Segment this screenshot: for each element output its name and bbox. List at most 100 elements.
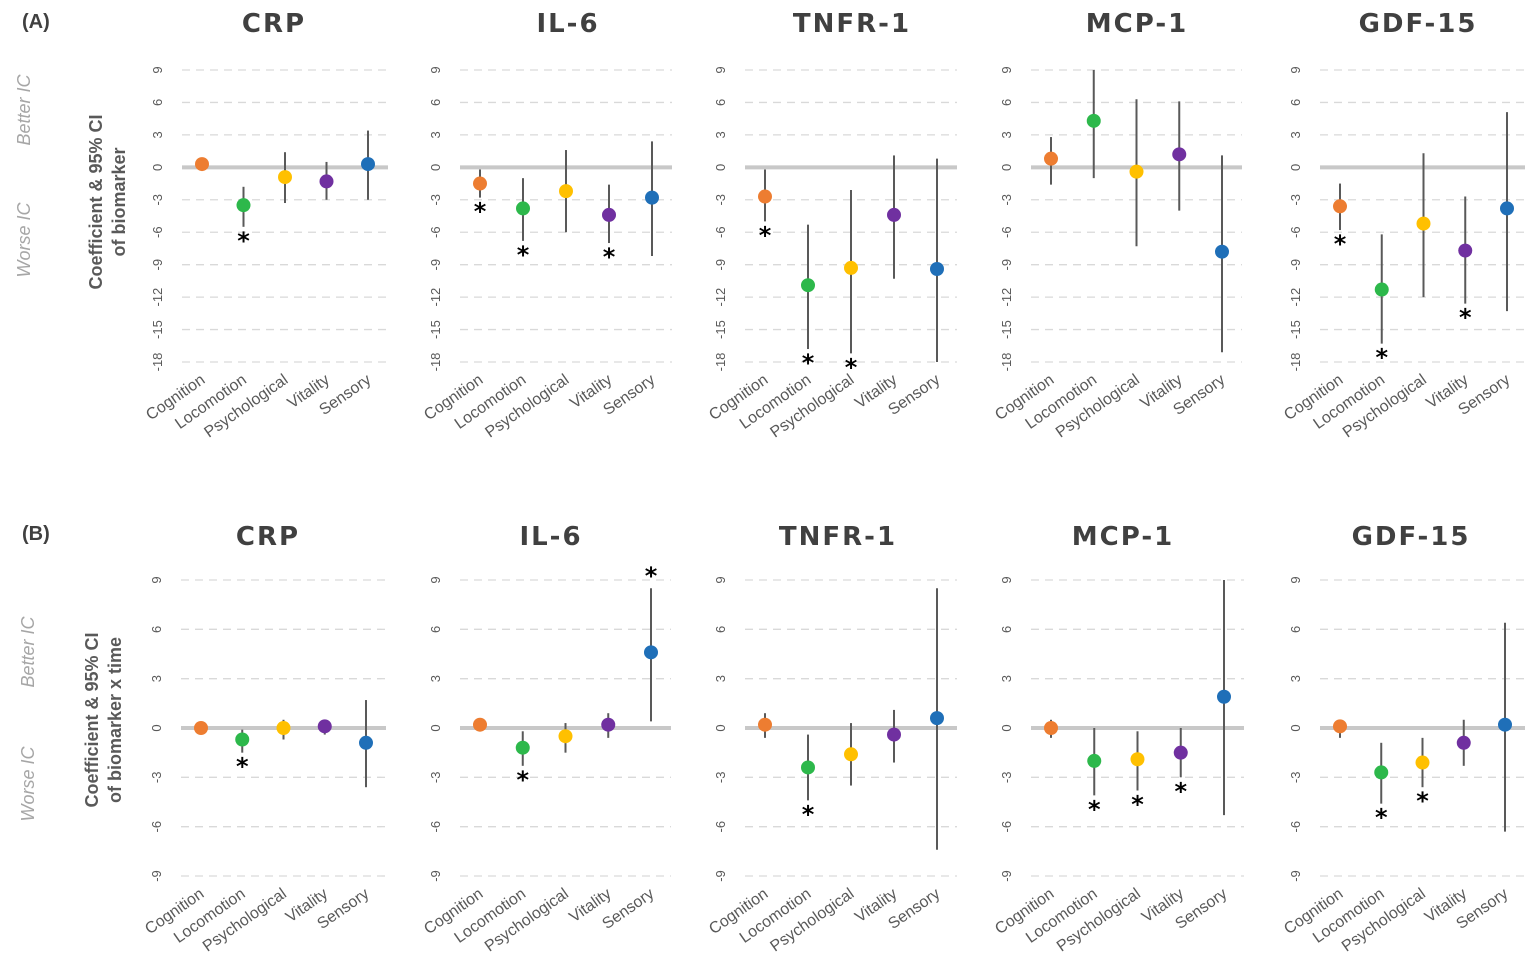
panel-a-gdf-15-ytick-label: 9 <box>1288 66 1303 73</box>
panel-a-crp-subplot: CRP9630-3-6-9-12-15-18CognitionLocomotio… <box>143 9 388 441</box>
panel-a-tnfr-1-ytick-label: 6 <box>713 99 728 106</box>
panel-a-gdf-15-significance-star-cognition: * <box>1334 230 1347 258</box>
panel-b-crp-ytick-label: 3 <box>149 675 164 682</box>
panel-a-tnfr-1-ytick-label: -9 <box>713 259 728 271</box>
panel-a-crp-ytick-label: 9 <box>150 66 165 73</box>
panel-a-mcp-1-ytick-label: -15 <box>999 320 1014 339</box>
panel-b-il-6-point-vitality <box>601 717 616 732</box>
panel-b-gdf-15-point-sensory <box>1498 717 1512 732</box>
panel-a-il-6-ytick-label: -6 <box>428 226 443 238</box>
panel-b-gdf-15-ytick-label: 0 <box>1288 724 1303 731</box>
panel-b-tnfr-1-point-cognition <box>758 717 772 732</box>
panel-a-il-6-ytick-label: 3 <box>428 131 443 138</box>
panel-b-mcp-1-significance-star-vitality: * <box>1174 777 1187 805</box>
panel-a-ylabel-line2: of biomarker <box>109 147 129 256</box>
panel-a-crp-ytick-label: -3 <box>150 194 165 206</box>
panel-a-gdf-15-ytick-label: 6 <box>1288 99 1303 106</box>
panel-a-tnfr-1-significance-star-psychological: * <box>845 353 858 381</box>
panel-b-tnfr-1-ytick-label: 9 <box>713 576 728 583</box>
panel-b-tnfr-1-subplot: TNFR-19630-3-6-9CognitionLocomotionPsych… <box>706 522 957 955</box>
panel-a-il-6-ytick-label: -18 <box>428 353 443 372</box>
panel-b-tnfr-1-title: TNFR-1 <box>779 522 897 552</box>
panel-a-il-6-point-vitality <box>602 207 616 222</box>
panel-a-mcp-1-ytick-label: -18 <box>999 353 1014 372</box>
panel-b-crp-point-cognition <box>194 721 208 735</box>
panel-b-crp-title: CRP <box>236 522 300 552</box>
panel-b-ylabel-line2: of biomarker x time <box>105 637 125 803</box>
panel-b-tnfr-1-ytick-label: -9 <box>713 870 728 882</box>
panel-a-gdf-15-subplot: GDF-159630-3-6-9-12-15-18CognitionLocomo… <box>1281 9 1525 441</box>
panel-a-gdf-15-point-cognition <box>1333 199 1347 214</box>
panel-b-il-6-subplot: IL-69630-3-6-9CognitionLocomotionPsychol… <box>421 522 671 955</box>
panel-b-crp-significance-star-locomotion: * <box>236 753 249 781</box>
panel-a-tnfr-1-ytick-label: 0 <box>713 164 728 171</box>
panel-b-gdf-15-ytick-label: 9 <box>1288 576 1303 583</box>
panel-a-tnfr-1-ytick-label: 3 <box>713 131 728 138</box>
panel-b-tnfr-1-ytick-label: -3 <box>713 772 728 784</box>
panel-a-gdf-15-title: GDF-15 <box>1359 9 1478 39</box>
panel-a-tnfr-1-ytick-label: -3 <box>713 194 728 206</box>
panel-a-gdf-15-significance-star-locomotion: * <box>1375 344 1388 372</box>
panel-a-crp-ytick-label: -15 <box>150 320 165 339</box>
panel-b-tnfr-1-point-sensory <box>930 711 944 726</box>
panel-b-gdf-15-point-cognition <box>1333 719 1347 734</box>
panel-b-mcp-1-title: MCP-1 <box>1072 522 1174 552</box>
panel-b-mcp-1-point-cognition <box>1044 721 1058 735</box>
panel-a-il-6-significance-star-locomotion: * <box>517 241 530 269</box>
panel-b-mcp-1-ytick-label: 0 <box>999 724 1014 731</box>
panel-a-gdf-15-point-vitality <box>1458 243 1473 258</box>
panel-b-il-6-title: IL-6 <box>519 522 582 552</box>
panel-a-gdf-15-ytick-label: -15 <box>1288 320 1303 339</box>
panel-a-mcp-1-subplot: MCP-19630-3-6-9-12-15-18CognitionLocomot… <box>992 9 1242 441</box>
panel-b-tnfr-1-ytick-label: 3 <box>713 675 728 682</box>
panel-a-tnfr-1-subplot: TNFR-19630-3-6-9-12-15-18CognitionLocomo… <box>706 9 957 441</box>
panel-a-mcp-1-ytick-label: -9 <box>999 259 1014 271</box>
panel-b-crp-ytick-label: 9 <box>149 576 164 583</box>
panel-b-gdf-15-point-vitality <box>1456 735 1471 750</box>
panel-b-ylabel-line1: Coefficient & 95% CI <box>82 632 102 807</box>
panel-a-tnfr-1-ytick-label: -18 <box>713 353 728 372</box>
panel-a-il-6-ytick-label: -12 <box>428 288 443 307</box>
panel-a-tnfr-1-significance-star-locomotion: * <box>802 349 815 377</box>
panel-a-mcp-1-point-vitality <box>1172 147 1187 162</box>
panel-b-mcp-1-significance-star-locomotion: * <box>1088 795 1101 823</box>
panel-a-mcp-1-ytick-label: -6 <box>999 226 1014 238</box>
panel-b-il-6-significance-star-sensory: * <box>645 562 658 590</box>
panel-a-mcp-1-ytick-label: -12 <box>999 288 1014 307</box>
panel-a-better-ic-label: Better IC <box>14 73 34 145</box>
panel-b-mcp-1-point-locomotion <box>1087 753 1102 768</box>
panel-b-il-6-ytick-label: -9 <box>428 870 443 882</box>
panel-a-mcp-1-ytick-label: 9 <box>999 66 1014 73</box>
panel-b-mcp-1-subplot: MCP-19630-3-6-9CognitionLocomotionPsycho… <box>992 522 1244 955</box>
panel-b-tnfr-1-ytick-label: 6 <box>713 626 728 633</box>
panel-b-tnfr-1-point-locomotion <box>801 760 815 775</box>
panel-a-il-6-ytick-label: 6 <box>428 99 443 106</box>
panel-a-crp-point-vitality <box>319 174 334 189</box>
panel-a-il-6-ytick-label: -3 <box>428 194 443 206</box>
panel-a-tnfr-1-ytick-label: -6 <box>713 226 728 238</box>
panel-a-il-6-point-cognition <box>473 176 487 191</box>
panel-b-gdf-15-title: GDF-15 <box>1352 522 1471 552</box>
panel-b-il-6-ytick-label: 9 <box>428 576 443 583</box>
panel-a-gdf-15-point-psychological <box>1416 216 1431 231</box>
panel-a-tnfr-1-point-vitality <box>887 207 901 222</box>
panel-a-il-6-significance-star-vitality: * <box>603 243 616 271</box>
panel-b-crp-ytick-label: -9 <box>149 870 164 882</box>
panel-b-gdf-15-ytick-label: -9 <box>1288 870 1303 882</box>
panel-a-il-6-ytick-label: -15 <box>428 320 443 339</box>
panel-b-crp-point-sensory <box>359 735 373 750</box>
panel-b-mcp-1-ytick-label: -3 <box>999 772 1014 784</box>
panel-a-gdf-15-ytick-label: -12 <box>1288 288 1303 307</box>
panel-b-crp-ytick-label: 0 <box>149 724 164 731</box>
panel-a-il-6-point-sensory <box>645 190 659 205</box>
panel-a-tnfr-1-title: TNFR-1 <box>793 9 911 39</box>
panel-a-il-6-point-psychological <box>559 184 573 199</box>
panel-a-mcp-1-ytick-label: -3 <box>999 194 1014 206</box>
panel-a-crp-ytick-label: -6 <box>150 226 165 238</box>
panel-a-gdf-15-point-locomotion <box>1374 282 1389 297</box>
panel-a-crp-ytick-label: 0 <box>150 164 165 171</box>
panel-a-ylabel-line1: Coefficient & 95% CI <box>86 114 106 289</box>
panel-a-il-6-ytick-label: -9 <box>428 259 443 271</box>
panel-a-il-6-ytick-label: 9 <box>428 66 443 73</box>
